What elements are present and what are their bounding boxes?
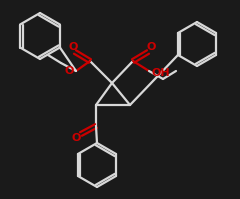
Text: O: O xyxy=(71,133,81,143)
Text: O: O xyxy=(146,42,156,52)
Text: OH: OH xyxy=(152,68,170,78)
Text: O: O xyxy=(64,66,74,76)
Text: O: O xyxy=(68,42,78,52)
